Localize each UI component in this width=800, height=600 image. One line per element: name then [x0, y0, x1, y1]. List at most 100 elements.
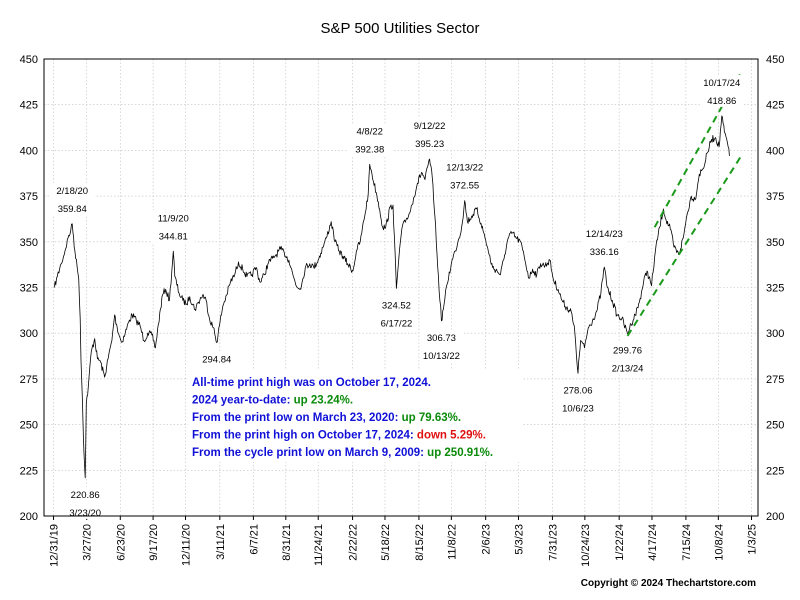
x-tick-label: 5/18/22: [380, 524, 392, 561]
note-part: up 250.91%.: [427, 447, 493, 459]
note-line: From the print high on October 17, 2024:…: [192, 430, 486, 442]
y-tick-label-right: 200: [766, 511, 784, 523]
annotation-bg: [419, 329, 464, 362]
trend-channel-lower: [626, 153, 744, 337]
annotation-label: 336.16: [590, 247, 619, 258]
x-tick-label: 12/11/20: [181, 524, 193, 566]
annotation-bg: [582, 226, 627, 259]
y-tick-label-right: 425: [766, 100, 784, 112]
x-tick-label: 10/8/24: [713, 524, 725, 561]
annotation: 306.73 10/13/22: [419, 329, 464, 362]
y-tick-label-right: 350: [766, 237, 784, 249]
annotation: 11/9/20 344.81: [151, 210, 196, 243]
note-line: From the cycle print low on March 9, 200…: [192, 447, 493, 459]
annotation-label: 2/18/20: [56, 186, 88, 197]
annotation-label: 392.38: [355, 144, 384, 155]
annotation-label: 11/9/20: [158, 213, 189, 224]
note-part: up 23.24%.: [294, 395, 353, 407]
y-tick-label-right: 225: [766, 465, 784, 477]
y-tick-label-left: 300: [20, 328, 38, 340]
note-part: From the print low on March 23, 2020:: [192, 412, 402, 424]
y-tick-label-left: 400: [20, 145, 38, 157]
annotation-label: 294.84: [202, 355, 231, 366]
annotation-label: 278.06: [563, 385, 592, 396]
x-tick-label: 6/7/21: [248, 524, 260, 555]
x-tick-label: 11/24/21: [313, 524, 325, 566]
annotation-label: 10/13/22: [423, 351, 460, 362]
note-part: From the print high on October 17, 2024:: [192, 430, 417, 442]
annotation-label: 220.86: [71, 490, 100, 501]
x-tick-label: 3/27/20: [82, 524, 94, 561]
note-part: up 79.63%.: [402, 412, 461, 424]
annotation-bg: [50, 182, 95, 215]
x-tick-label: 5/3/23: [513, 524, 525, 555]
note-line: 2024 year-to-date: up 23.24%.: [192, 395, 353, 407]
annotation: 9/12/22 395.23: [407, 118, 452, 151]
annotation-bg: [347, 123, 392, 156]
x-tick-label: 11/8/22: [446, 524, 458, 560]
x-tick-label: 2/6/23: [481, 524, 493, 555]
y-axis-ticks: 200 200 225 225 250 250 275 275 300 300 325 325 350 3…: [20, 54, 785, 523]
annotation-bg: [407, 118, 452, 151]
y-tick-label-right: 275: [766, 374, 784, 386]
annotation-bg: [63, 486, 108, 519]
x-tick-label: 9/17/20: [148, 524, 160, 561]
note-line: From the print low on March 23, 2020: up…: [192, 412, 461, 424]
annotation-label: 359.84: [58, 204, 87, 215]
trend-channel: [626, 69, 744, 337]
y-tick-label-left: 375: [20, 191, 38, 203]
annotation-bg: [555, 382, 600, 415]
annotation-bg: [374, 297, 419, 330]
annotation-label: 12/14/23: [586, 229, 623, 240]
annotation-bg: [605, 342, 650, 375]
note-part: down 5.29%.: [417, 430, 486, 442]
annotation-bg: [442, 159, 487, 192]
x-tick-label: 10/24/23: [580, 524, 592, 567]
y-tick-label-right: 325: [766, 283, 784, 295]
price-line: [53, 115, 730, 479]
y-tick-label-left: 200: [20, 511, 38, 523]
y-tick-label-left: 275: [20, 374, 38, 386]
plot-border: [43, 58, 759, 517]
chart-title: S&P 500 Utilities Sector: [320, 20, 480, 37]
annotation: 278.06 10/6/23: [555, 382, 600, 415]
x-tick-label: 6/23/20: [115, 524, 127, 561]
x-tick-label: 1/3/25: [747, 524, 759, 555]
y-tick-label-left: 450: [20, 54, 38, 66]
annotation-label: 9/12/22: [414, 121, 446, 132]
note-part: All-time print high was on October 17, 2…: [192, 377, 431, 389]
x-axis-ticks: 12/31/19 3/27/20 6/23/20 9/17/20 12/11/20 3/1…: [49, 516, 759, 567]
annotation: 10/17/24 418.86: [699, 74, 744, 107]
series-layer: [53, 115, 730, 479]
x-tick-label: 8/31/21: [281, 524, 293, 561]
annotation-label: 10/6/23: [562, 403, 594, 414]
y-tick-label-left: 250: [20, 420, 38, 432]
annotation-label: 4/8/22: [357, 126, 383, 137]
y-tick-label-right: 450: [766, 54, 784, 66]
x-tick-label: 3/11/21: [215, 524, 227, 560]
copyright-text: Copyright © 2024 Thechartstore.com: [580, 578, 756, 589]
x-tick-label: 4/17/24: [647, 524, 659, 561]
annotation: 4/8/22 392.38: [347, 123, 392, 156]
annotation: 2/18/20 359.84: [50, 182, 95, 215]
annotation-bg: [699, 74, 744, 107]
notes-background: [188, 370, 523, 462]
annotation: 220.86 3/23/20: [63, 486, 108, 519]
x-tick-label: 8/15/22: [414, 524, 426, 561]
x-tick-label: 7/31/23: [547, 524, 559, 561]
x-tick-label: 1/22/24: [614, 524, 626, 561]
annotation-label: 10/17/24: [703, 78, 740, 89]
y-tick-label-left: 425: [20, 100, 38, 112]
annotation-label: 299.76: [613, 346, 642, 357]
annotation-label: 324.52: [382, 300, 411, 311]
annotation-label: 6/17/22: [381, 318, 413, 329]
y-tick-label-right: 375: [766, 191, 784, 203]
annotation-label: 306.73: [427, 333, 456, 344]
annotation-label: 2/13/24: [612, 364, 644, 375]
annotation: 324.52 6/17/22: [374, 297, 419, 330]
y-tick-label-right: 250: [766, 420, 784, 432]
note-part: From the cycle print low on March 9, 200…: [192, 447, 427, 459]
annotation-label: 12/13/22: [446, 163, 483, 174]
